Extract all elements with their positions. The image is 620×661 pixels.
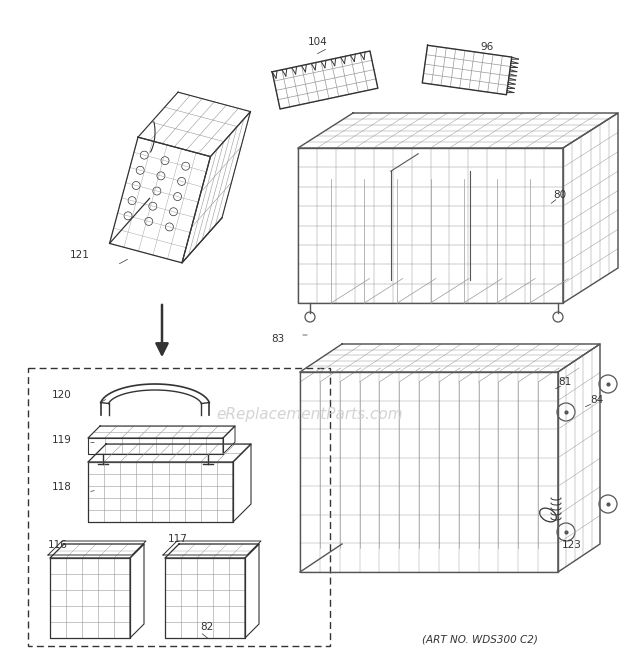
Text: 83: 83 [272,334,285,344]
Text: 82: 82 [200,622,214,632]
Text: 123: 123 [562,540,582,550]
Text: 118: 118 [52,482,72,492]
Text: 104: 104 [308,37,328,47]
Bar [28,368,330,646]
Text: 121: 121 [70,250,90,260]
Text: 96: 96 [480,42,494,52]
Text: 116: 116 [48,540,68,550]
Text: 84: 84 [590,395,603,405]
Text: 81: 81 [558,377,571,387]
Text: 119: 119 [52,435,72,445]
Text: 80: 80 [553,190,566,200]
Text: (ART NO. WDS300 C2): (ART NO. WDS300 C2) [422,635,538,645]
Text: 117: 117 [168,534,188,544]
Text: eReplacementParts.com: eReplacementParts.com [216,407,404,422]
Text: 120: 120 [52,390,72,400]
